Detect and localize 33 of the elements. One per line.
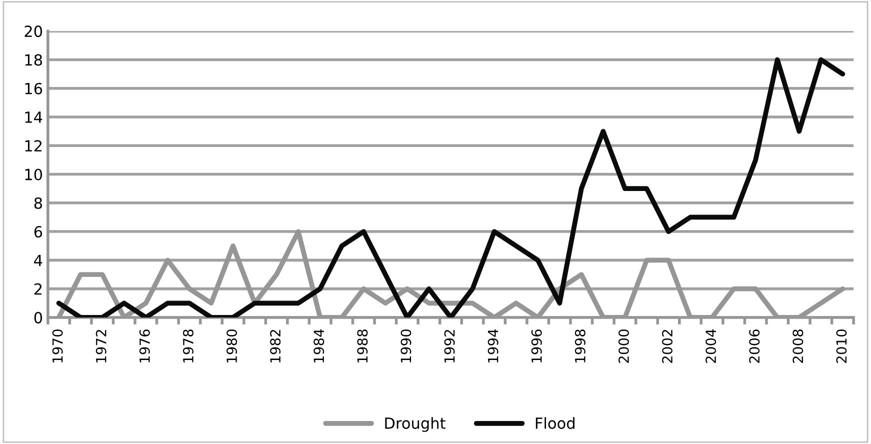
x-tick-label: 2000: [618, 329, 629, 363]
x-tick-label: 1994: [488, 329, 498, 362]
x-tick-label: 1982: [270, 330, 281, 362]
line-series: [56, 57, 846, 318]
y-tick-label: 12: [25, 140, 42, 152]
x-tick-label: 1984: [314, 329, 324, 362]
x-tick-label: 1976: [139, 329, 150, 362]
x-tick-label: 1990: [400, 329, 412, 362]
x-tick-label: 2002: [662, 330, 673, 363]
x-tick-label: 1998: [574, 330, 586, 362]
x-tick-label: 2010: [836, 329, 847, 363]
y-tick-label: 6: [34, 226, 42, 238]
y-tick-label: 14: [25, 112, 42, 123]
y-tick-label: 16: [25, 82, 42, 94]
x-tick-label: 1988: [357, 330, 368, 362]
y-tick-label: 4: [34, 254, 42, 266]
y-tick-label: 10: [25, 168, 42, 180]
y-tick-label: 20: [24, 26, 42, 38]
x-tick-label: 2008: [792, 330, 804, 363]
y-tick-label: 0: [34, 312, 42, 324]
x-tick-label: 2004: [706, 329, 716, 363]
y-tick-label: 2: [34, 283, 42, 295]
legend-label: Flood: [536, 417, 574, 429]
y-tick-label: 8: [34, 197, 42, 209]
legend-label: Drought: [385, 417, 446, 432]
x-tick-label: 1970: [52, 329, 63, 362]
x-tick-label: 2006: [749, 329, 760, 363]
x-tick-label: 1978: [182, 330, 194, 362]
x-tick-label: 1992: [444, 330, 455, 362]
y-tick-label: 18: [25, 54, 42, 66]
x-tick-label: 1972: [96, 330, 106, 362]
x-tick-label: 1996: [531, 329, 542, 362]
x-tick-label: 1980: [226, 329, 238, 362]
